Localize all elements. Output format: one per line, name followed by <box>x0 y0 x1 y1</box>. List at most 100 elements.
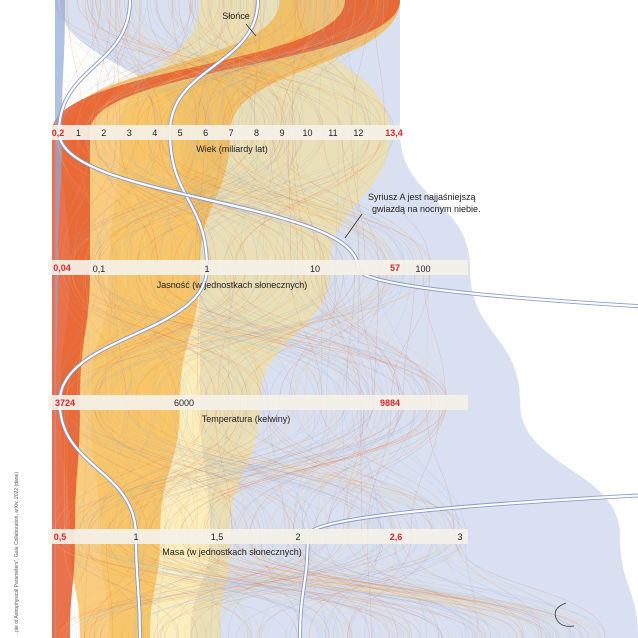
star-line <box>64 0 439 638</box>
star-line <box>123 0 561 638</box>
sun-annotation: Słońce <box>222 11 250 21</box>
axis-age-min-label: 0,2 <box>52 128 65 138</box>
axis-mass-min-label: 0,5 <box>54 532 67 542</box>
star-line <box>60 0 374 638</box>
star-line <box>189 0 601 638</box>
sirius-annotation-leader <box>344 213 363 239</box>
axis-mass-ticks: 1 1,5 2 3 <box>133 532 462 542</box>
axis-age-tick: 11 <box>328 128 337 138</box>
star-line <box>72 0 252 638</box>
axis-age-tick: 10 <box>302 128 312 138</box>
star-line <box>136 0 524 638</box>
star-line <box>92 0 463 638</box>
axis-temperature-max-label: 9884 <box>380 398 400 408</box>
band-orange <box>60 0 400 638</box>
star-line <box>65 0 447 638</box>
sirius-annotation-line1: Syriusz A jest najjaśniejszą <box>368 192 476 202</box>
star-line <box>68 0 423 638</box>
star-line <box>103 0 409 638</box>
axis-age-max-label: 13,4 <box>385 128 403 138</box>
star-line <box>126 0 410 638</box>
axis-temperature-tick: 6000 <box>174 398 194 408</box>
axis-luminosity: 0,04 57 0,1 1 10 100 Jasność (w jednostkach… <box>48 260 468 290</box>
axis-age-tick: 2 <box>101 128 106 138</box>
axis-age-title: Wiek (miliardy lat) <box>196 144 268 154</box>
axis-mass-tick: 3 <box>457 532 462 542</box>
star-line <box>172 0 379 638</box>
star-line <box>97 0 443 638</box>
color-bands <box>52 0 638 638</box>
axis-luminosity-tick: 0,1 <box>93 264 106 274</box>
star-line <box>145 0 286 638</box>
axis-age-tick: 5 <box>178 128 183 138</box>
star-line <box>57 0 320 638</box>
axis-age-ticks: 1 2 3 4 5 6 7 8 9 10 11 12 <box>76 128 364 138</box>
star-line <box>94 0 392 638</box>
star-line <box>151 0 569 638</box>
star-line <box>195 0 433 638</box>
axis-age-bar <box>52 125 400 140</box>
highlight-line <box>57 0 638 638</box>
star-line <box>123 0 517 638</box>
axis-age-tick: 4 <box>152 128 157 138</box>
star-line <box>137 0 423 638</box>
bracket-mark <box>554 602 575 627</box>
star-line <box>78 0 340 638</box>
star-line <box>135 0 390 638</box>
star-line <box>130 0 480 638</box>
star-line <box>100 0 378 638</box>
star-line <box>245 0 359 638</box>
star-line <box>125 0 430 638</box>
star-line <box>75 0 340 638</box>
star-line <box>76 0 548 638</box>
axis-luminosity-min-label: 0,04 <box>53 263 71 273</box>
star-line <box>152 0 608 638</box>
star-line <box>52 0 402 638</box>
star-line <box>55 0 476 638</box>
star-line <box>61 0 591 638</box>
star-line <box>89 0 415 638</box>
star-line <box>90 0 501 638</box>
star-line <box>116 0 537 638</box>
axis-mass-tick: 2 <box>295 532 300 542</box>
axis-age-tick: 8 <box>254 128 259 138</box>
axis-mass-tick: 1,5 <box>211 532 224 542</box>
axis-luminosity-title: Jasność (w jednostkach słonecznych) <box>157 280 308 290</box>
star-line <box>55 0 418 638</box>
axis-luminosity-tick: 10 <box>310 264 320 274</box>
star-line <box>61 0 416 638</box>
sirius-annotation-line2: gwiazdą na nocnym niebie. <box>372 204 481 214</box>
axis-luminosity-tick: 100 <box>415 264 430 274</box>
star-line <box>141 0 537 638</box>
star-line <box>59 0 378 638</box>
star-line <box>57 0 387 638</box>
axis-luminosity-bar <box>48 260 468 275</box>
star-line <box>167 0 430 638</box>
star-line <box>108 0 369 638</box>
axis-age-tick: 1 <box>76 128 81 138</box>
star-line <box>78 0 390 638</box>
band-blue-left <box>55 0 65 638</box>
star-line <box>64 0 577 638</box>
axis-luminosity-ticks: 0,1 1 10 100 <box>93 264 431 274</box>
sun-annotation-leader <box>245 23 257 37</box>
star-line <box>60 0 411 638</box>
star-line <box>178 0 402 638</box>
axis-mass-max-label: 2,6 <box>390 532 403 542</box>
axis-mass-bar <box>48 529 468 544</box>
star-line <box>154 0 356 638</box>
star-line <box>135 0 551 638</box>
axis-luminosity-tick: 1 <box>204 264 209 274</box>
star-line <box>90 0 330 638</box>
axis-age-tick: 3 <box>127 128 132 138</box>
axis-age-tick: 9 <box>279 128 284 138</box>
star-line <box>99 0 392 638</box>
star-line <box>169 0 406 638</box>
star-line <box>155 0 440 638</box>
axis-mass-tick: 1 <box>133 532 138 542</box>
axis-temperature-min-label: 3724 <box>55 398 75 408</box>
axis-temperature-ticks: 5000600070008000900011 000 <box>174 398 194 408</box>
axis-mass-title: Masa (w jednostkach słonecznych) <box>162 547 302 557</box>
axis-luminosity-max-label: 57 <box>390 263 400 273</box>
